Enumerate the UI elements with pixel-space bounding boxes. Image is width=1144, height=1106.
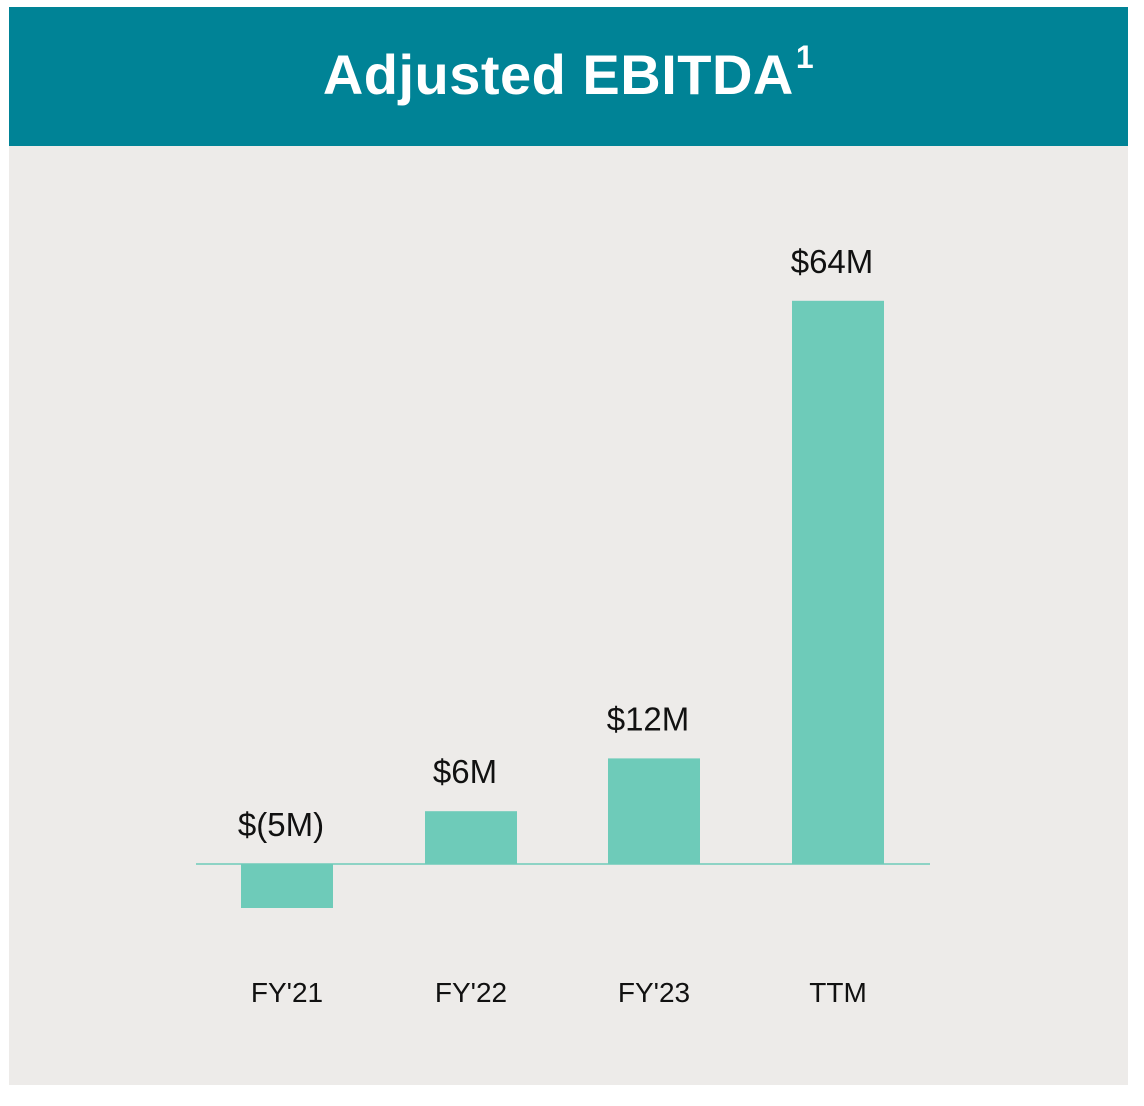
category-labels-group: FY'21 FY'22 FY'23 TTM (251, 977, 867, 1008)
bar-0 (241, 864, 333, 908)
bar-3 (792, 300, 884, 864)
data-label-0: $(5M) (238, 806, 324, 843)
chart-panel: Adjusted EBITDA1 (9, 7, 1128, 1085)
category-label-0: FY'21 (251, 977, 323, 1008)
chart-title-text: Adjusted EBITDA (322, 43, 794, 106)
category-label-2: FY'23 (618, 977, 690, 1008)
data-labels-group: $(5M) $6M $12M $64M (238, 243, 873, 843)
bars-group (241, 300, 884, 908)
data-label-2: $12M (607, 700, 690, 737)
data-label-1: $6M (433, 753, 497, 790)
chart-header: Adjusted EBITDA1 (9, 7, 1128, 146)
category-label-1: FY'22 (435, 977, 507, 1008)
category-label-3: TTM (809, 977, 867, 1008)
footnote-marker: 1 (795, 39, 815, 76)
chart-title: Adjusted EBITDA1 (322, 39, 815, 107)
data-label-3: $64M (791, 243, 874, 280)
bar-1 (425, 811, 517, 864)
bar-2 (608, 758, 700, 864)
